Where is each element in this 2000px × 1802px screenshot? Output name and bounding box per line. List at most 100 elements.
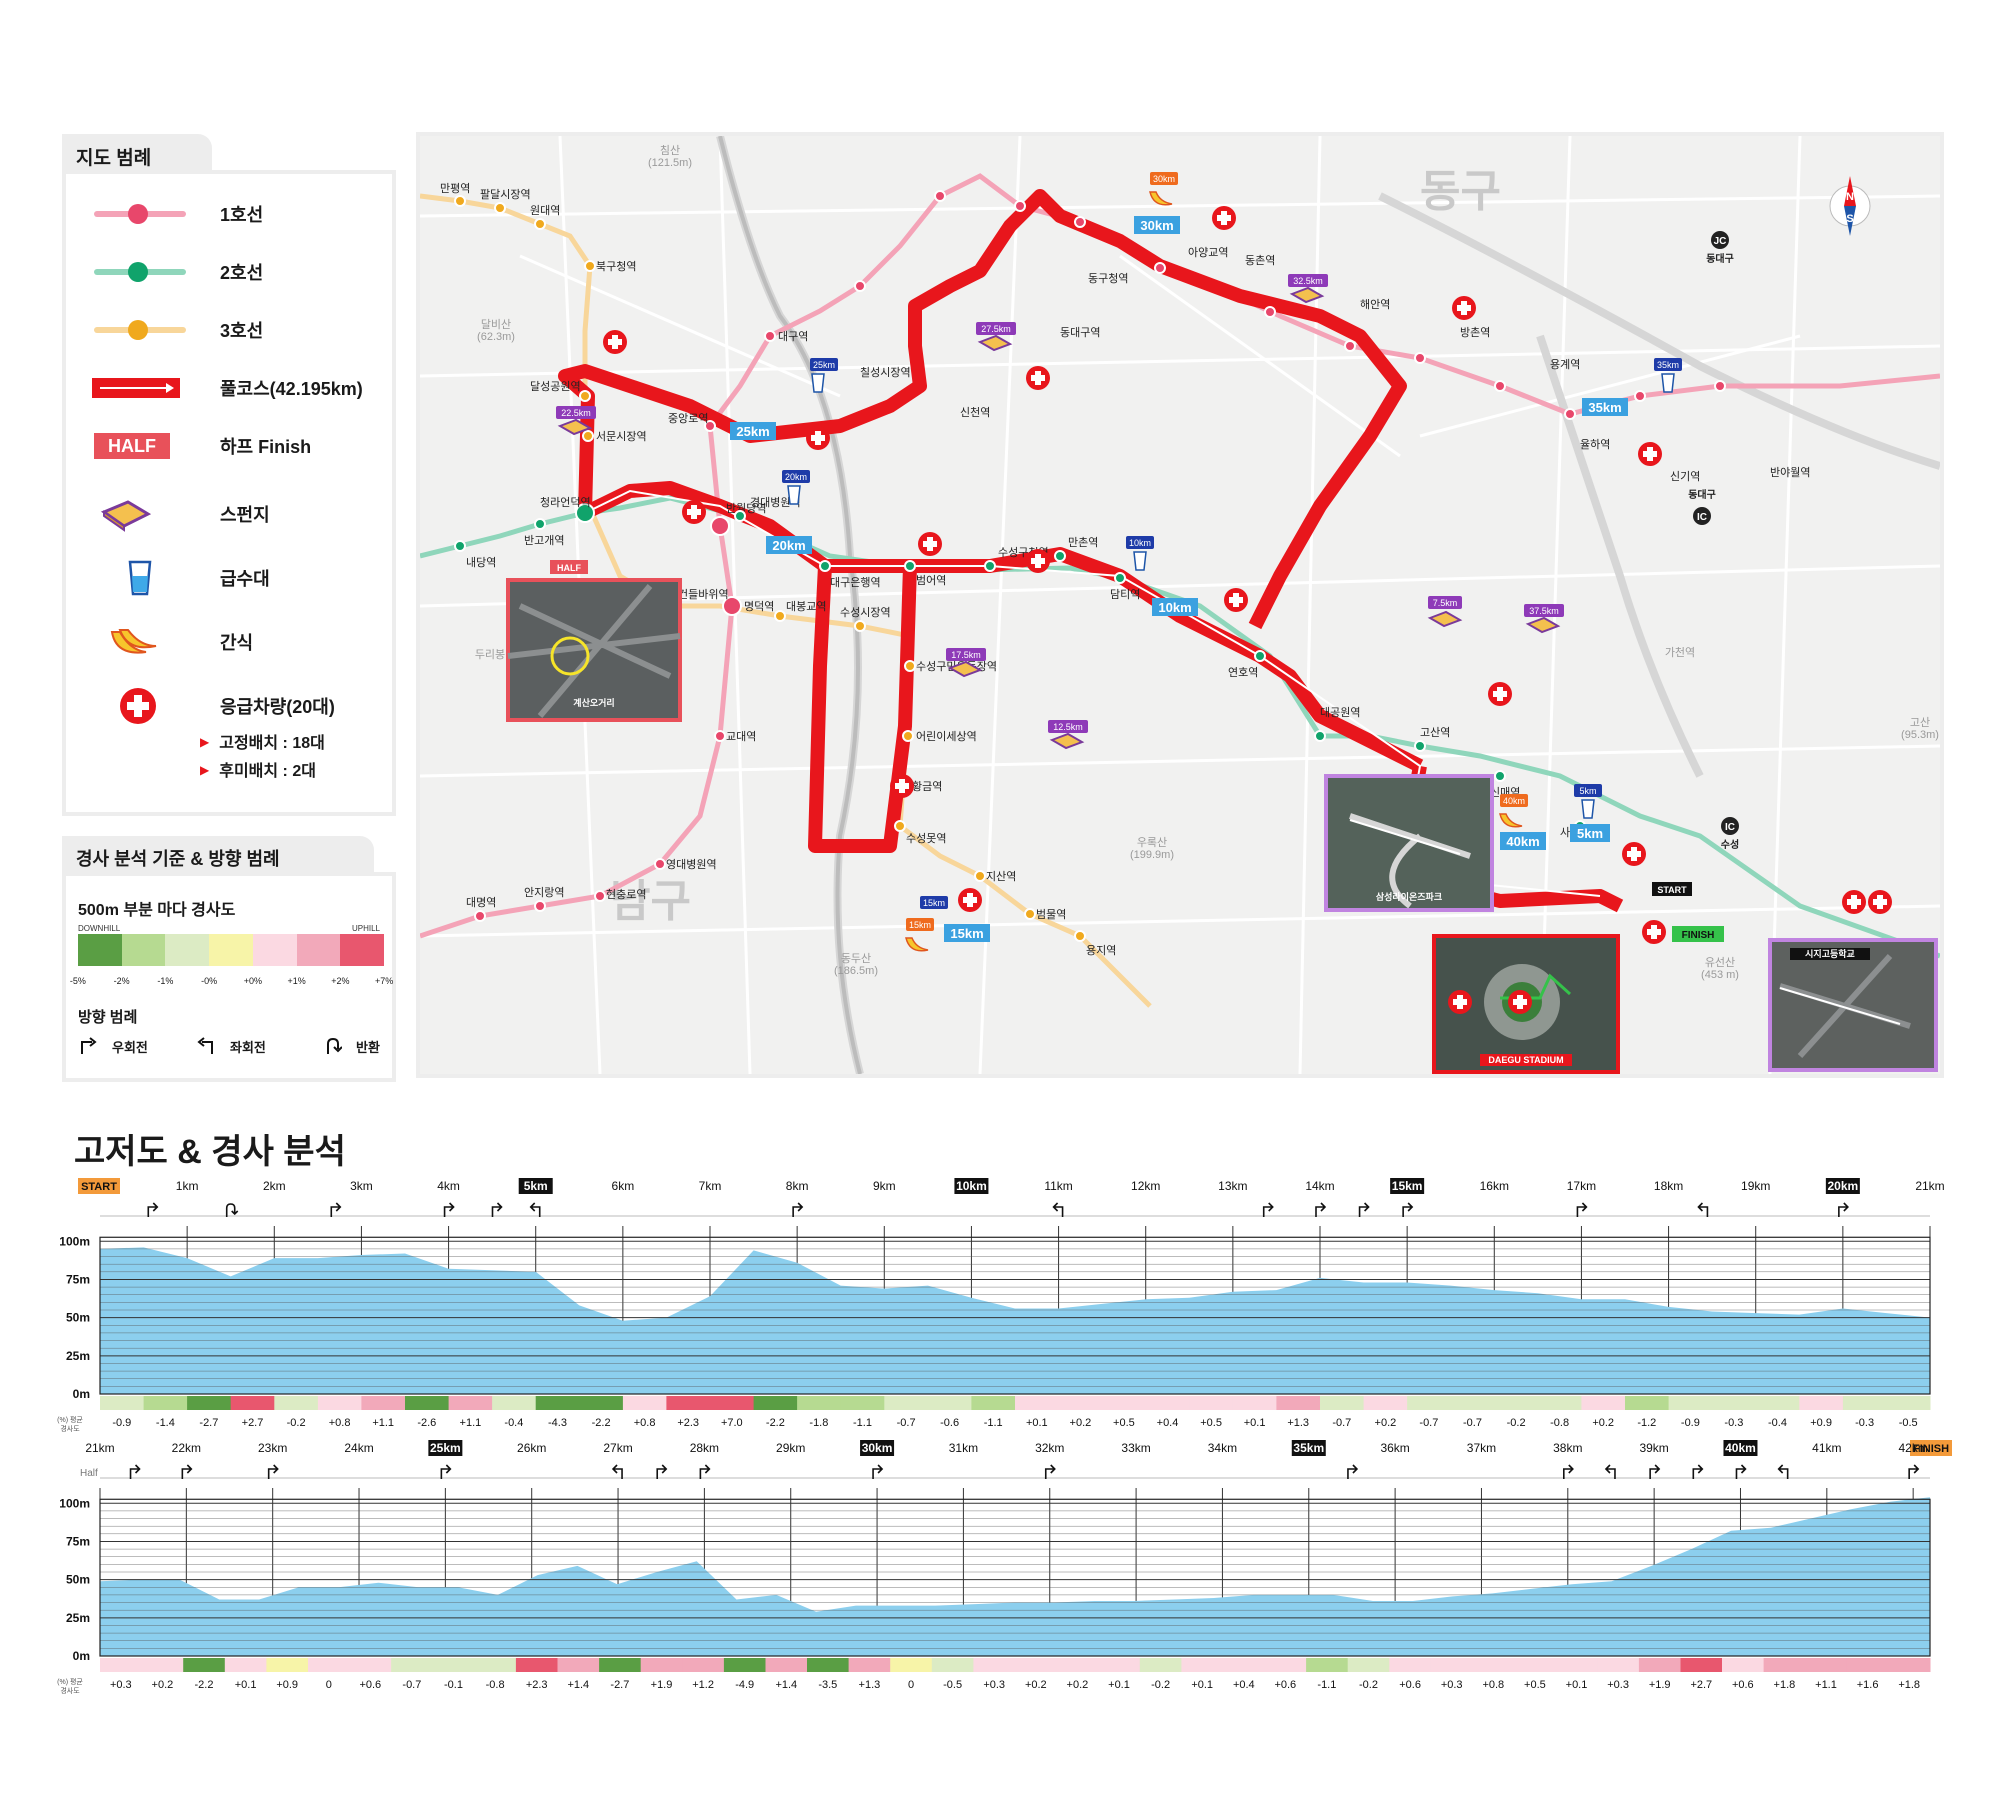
slope-segment (723, 1658, 766, 1672)
inset-siji-highschool[interactable]: 시지고등학교 (1768, 938, 1938, 1072)
course-map[interactable]: 동구 남구 대명역 안지랑역 현충로역 영대병원역 교대역 명덕역 반월당역 중… (416, 132, 1944, 1078)
turn-right-icon (1044, 1464, 1056, 1479)
km-label: 28km (690, 1441, 719, 1455)
km-marker: 35km (1588, 400, 1621, 415)
km-label: 34km (1208, 1441, 1237, 1455)
elevation-y-label: 25m (66, 1349, 90, 1363)
km-label: 10km (956, 1179, 987, 1193)
station-label: 대구은행역 (830, 576, 881, 589)
slope-value: +0.5 (1524, 1679, 1546, 1691)
ambulance-cross-icon (1642, 920, 1666, 944)
slope-segment (1888, 1658, 1931, 1672)
slope-segment (1347, 1658, 1390, 1672)
km-highlight (1723, 1440, 1758, 1456)
slope-segment (1223, 1658, 1266, 1672)
water-label: 35km (1657, 360, 1679, 370)
slope-segment (361, 1396, 406, 1410)
slope-segment (1430, 1658, 1473, 1672)
slope-segment (1886, 1396, 1931, 1410)
full-course-route (581, 481, 1424, 773)
station-label: 방촌역 (1460, 326, 1490, 339)
legend-label: 간식 (220, 633, 254, 653)
slope-segment (1638, 1658, 1681, 1672)
turn-right-icon (440, 1464, 452, 1479)
slope-segment (1363, 1396, 1408, 1410)
turn-left-icon (1604, 1464, 1616, 1479)
half-marker (550, 560, 588, 574)
slope-segment (317, 1396, 362, 1410)
slope-value: +0.6 (359, 1679, 381, 1691)
station-label: 교대역 (726, 730, 756, 743)
ambulance-cross-icon (682, 500, 706, 524)
slope-value: +0.5 (1113, 1417, 1135, 1429)
slope-value: -0.7 (1332, 1417, 1351, 1429)
slope-value: +1.6 (1857, 1679, 1879, 1691)
legend-label: 2호선 (220, 263, 264, 283)
inset-label: 계산오거리 (573, 697, 614, 708)
slope-tick: -5% (69, 976, 86, 986)
snack-label: 30km (1153, 174, 1175, 184)
compass-icon: N S (1829, 176, 1871, 236)
slope-swatch (340, 934, 385, 966)
slope-segment (1722, 1658, 1765, 1672)
km-label: 38km (1553, 1441, 1582, 1455)
elevation-y-label: 50m (66, 1573, 90, 1587)
slope-swatch (252, 934, 297, 966)
slope-value: +0.2 (1070, 1417, 1092, 1429)
direction-label: 우회전 (112, 1039, 148, 1055)
station-label: 경대병원역 (750, 496, 801, 509)
water-label: 5km (1579, 786, 1596, 796)
map-legend: 1호선 2호선 3호선 풀코스(42.195km) HALF 하프 Finish… (62, 170, 396, 816)
direction-right: 우회전 (78, 1036, 148, 1056)
km-highlight (518, 1178, 553, 1194)
sponge-stations: 7.5km 12.5km 17.5km 22.5km 27.5km 32.5km… (556, 274, 1564, 733)
legend-item-line3: 3호선 (90, 310, 263, 350)
slope-value: -0.7 (897, 1417, 916, 1429)
turn-right-icon (330, 1202, 342, 1217)
mountain-labels: 침산 (121.5m) 달비산 (62.3m) 두리봉 우록산 (199.9m)… (475, 144, 1939, 981)
ambulance-cross-icon (1842, 890, 1866, 914)
direction-left: 좌회전 (196, 1036, 266, 1056)
slope-segment (1755, 1396, 1800, 1410)
inset-daegu-stadium[interactable]: DAEGU STADIUM (1432, 934, 1620, 1074)
slope-segment (1306, 1658, 1349, 1672)
station-label: 신천역 (960, 405, 990, 419)
station-label: 반고개역 (524, 534, 564, 547)
slope-segment (1799, 1396, 1844, 1410)
ambulance-cross-icon (1224, 588, 1248, 612)
station-label: 대봉교역 (786, 600, 826, 613)
finish-marker (1672, 926, 1724, 942)
elevation-area (100, 1497, 1930, 1656)
line2-stations (454, 503, 1586, 832)
station-label: 용계역 (1550, 358, 1580, 371)
slope-value: -0.9 (1681, 1417, 1700, 1429)
slope-segment (1805, 1658, 1848, 1672)
turn-right-icon (491, 1202, 503, 1217)
ambulance-cross-icon (1622, 842, 1646, 866)
station-label: 반야월역 (1770, 466, 1810, 479)
slope-segment (474, 1658, 517, 1672)
slope-value: +0.1 (1026, 1417, 1048, 1429)
slope-segment (765, 1658, 808, 1672)
uphill-label: UPHILL (351, 924, 380, 933)
station-label: 동촌역 (1245, 254, 1275, 267)
turn-left-icon (1777, 1464, 1789, 1479)
ambulance-cross-icon (1452, 296, 1476, 320)
slope-value: -4.9 (735, 1679, 754, 1691)
slope-segment (187, 1396, 232, 1410)
turn-right-icon (1838, 1202, 1849, 1217)
finish-label: FINISH (1913, 1443, 1949, 1455)
slope-segment (1098, 1658, 1141, 1672)
legend-item-ambulance: 응급차량(20대) (90, 686, 335, 726)
inset-gyesan-ogeori[interactable]: 계산오거리 (506, 578, 682, 722)
slope-value: -0.2 (1507, 1417, 1526, 1429)
km-label: 13km (1218, 1179, 1247, 1193)
slope-segment (1139, 1658, 1182, 1672)
turn-left-icon (611, 1464, 623, 1479)
station-label: 중앙로역 (668, 412, 708, 425)
inset-samsung-lions-park[interactable]: 삼성라이온즈파크 (1324, 774, 1494, 912)
slope-value: +0.4 (1233, 1679, 1255, 1691)
slope-segment (557, 1658, 600, 1672)
station-label: 범물역 (1036, 908, 1066, 921)
